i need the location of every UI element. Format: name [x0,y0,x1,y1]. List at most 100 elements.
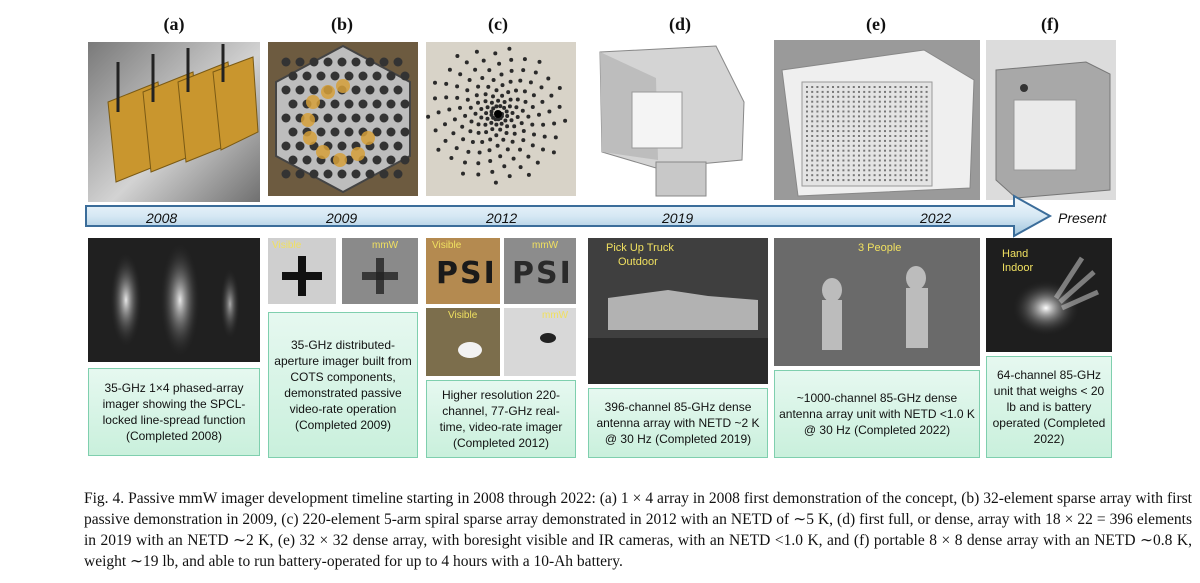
label-d-1: Pick Up Truck [606,242,674,254]
dense-array-element [826,139,829,142]
dense-array-element [821,125,824,128]
spiral-element [498,127,503,132]
dense-array-element [837,154,840,157]
aperture-hole [323,113,333,123]
dense-array-element [889,95,892,98]
dense-array-element [920,100,923,103]
dense-array-element [889,125,892,128]
panel-letter-e: (e) [866,14,886,34]
timeline-year-2012: 2012 [486,210,518,226]
spiral-element [518,78,523,83]
dense-array-element [889,164,892,167]
spiral-element [508,97,513,102]
dense-array-element [894,179,897,182]
dense-array-element [873,130,876,133]
dense-array-element [847,100,850,103]
dense-array-element [816,149,819,152]
spiral-element [504,109,509,114]
dense-array-element [878,149,881,152]
spiral-element [493,180,498,185]
spiral-element [469,119,474,124]
dense-array-element [863,95,866,98]
image-c-visible-psi: Visible PSI [426,238,500,304]
dense-array-element [811,139,814,142]
dense-array-element [863,159,866,162]
dense-array-element [863,115,866,118]
aperture-hole [337,141,347,151]
dense-array-element [806,135,808,137]
spiral-element [514,105,519,110]
spiral-element [476,122,481,127]
dense-array-element [842,164,845,167]
dense-array-element [910,95,912,98]
aperture-hole [351,169,361,179]
dense-array-element [826,135,829,137]
spiral-element [519,121,524,126]
dense-array-element [920,174,923,177]
spiral-element [479,107,484,111]
dense-array-element [816,135,819,137]
spiral-element [510,111,515,115]
dense-array-element [889,130,892,133]
dense-array-element [837,149,840,152]
dense-array-element [884,139,886,142]
dense-array-element [842,130,845,133]
spiral-element [470,140,475,144]
spiral-element [476,130,481,135]
spiral-element [443,138,448,143]
aperture-hole [309,169,319,179]
dense-array-element [884,144,886,147]
dense-array-element [873,144,876,147]
dense-array-element [920,110,923,113]
dense-array-element [904,95,907,98]
dense-array-element [873,86,876,88]
dense-array-element [894,130,897,133]
dense-array-element [837,179,840,182]
dense-array-element [832,115,834,118]
dense-array-element [842,159,845,162]
dense-array-element [899,130,902,133]
spiral-element [451,131,456,136]
dense-array-element [858,159,860,162]
dense-array-element [873,164,876,167]
spiral-element [458,72,463,77]
dense-array-element [873,110,876,113]
dense-array-element [863,100,866,103]
dense-array-element [889,110,892,113]
dense-array-element [811,110,814,113]
dense-array-element [889,174,892,177]
dense-array-element [910,159,912,162]
dense-array-element [925,105,928,108]
spiral-element [436,147,441,152]
spiral-element [488,159,493,163]
dense-array-element [847,125,850,128]
1000-channel-unit-illustration [774,40,980,200]
spiral-element [549,93,554,98]
spiral-element [515,97,520,102]
dense-array-element [837,120,840,123]
spiral-element [512,124,517,129]
dense-array-element [920,120,923,123]
spiral-element [511,156,516,161]
aperture-hole [372,155,382,165]
dense-array-element [852,174,855,177]
aperture-hole [365,169,375,179]
spiral-element [493,51,498,56]
dense-array-element [884,174,886,177]
dense-array-element [806,105,808,108]
dense-array-element [894,169,897,172]
dense-array-element [852,130,855,133]
dense-array-element [904,130,907,133]
caption-box-e: ~1000-channel 85-GHz dense antenna array… [774,370,980,458]
dense-array-element [873,105,876,108]
spiral-element [533,70,538,75]
dense-array-element [806,139,808,142]
dense-array-element [899,139,902,142]
dense-array-element [920,105,923,108]
dense-array-element [816,179,819,182]
dense-array-element [915,120,918,123]
label-d-2: Outdoor [618,256,658,268]
dense-array-element [806,169,808,172]
aperture-hole [295,141,305,151]
dense-array-element [925,110,928,113]
